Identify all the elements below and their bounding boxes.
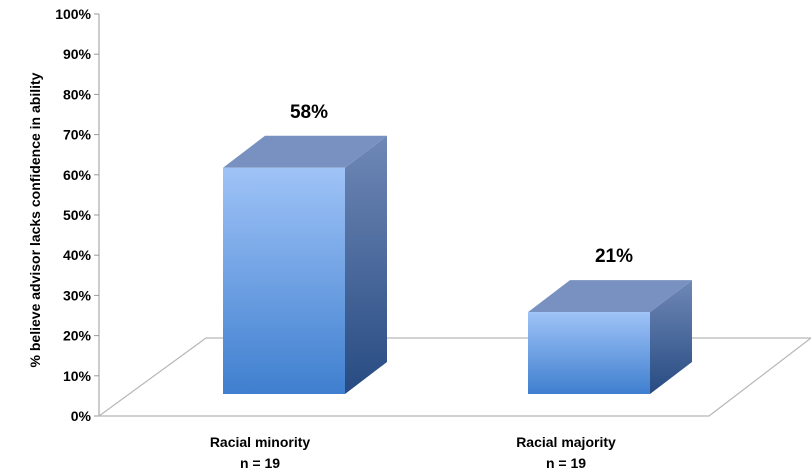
y-tick-label: 10%	[63, 368, 92, 384]
y-tick-label: 60%	[63, 167, 92, 183]
data-labels: 58% 21%	[290, 102, 633, 267]
bar-side-face	[345, 135, 387, 395]
bar-top-face	[528, 280, 692, 313]
y-tick-label: 100%	[55, 6, 91, 22]
category-label: Racial minority	[210, 434, 311, 450]
category-sublabel: n = 19	[546, 455, 586, 471]
category-labels: Racial minority n = 19 Racial majority n = …	[210, 434, 616, 471]
bar-side-face	[650, 280, 692, 394]
bar-front-face	[528, 312, 650, 394]
y-tick-label: 80%	[63, 86, 92, 102]
category-label: Racial majority	[516, 434, 616, 450]
y-tick-label: 30%	[63, 287, 92, 303]
y-tick-label: 90%	[63, 46, 92, 62]
bar	[528, 280, 692, 394]
y-tick-label: 20%	[63, 328, 92, 344]
category-sublabel: n = 19	[240, 455, 280, 471]
bar-front-face	[223, 167, 345, 394]
bar	[223, 135, 387, 395]
y-tick-label: 0%	[71, 408, 92, 424]
data-label: 58%	[290, 102, 328, 123]
data-label: 21%	[595, 246, 633, 267]
bar-top-face	[223, 135, 387, 168]
y-axis-ticks: 0% 10% 20% 30% 40% 50% 60% 70% 80% 90% 100%	[55, 6, 99, 424]
y-tick-label: 40%	[63, 247, 92, 263]
y-tick-label: 70%	[63, 127, 92, 143]
bars	[223, 135, 692, 395]
y-tick-label: 50%	[63, 207, 92, 223]
floor-plane	[97, 337, 811, 417]
y-axis-label: % believe advisor lacks confidence in ab…	[27, 72, 43, 367]
